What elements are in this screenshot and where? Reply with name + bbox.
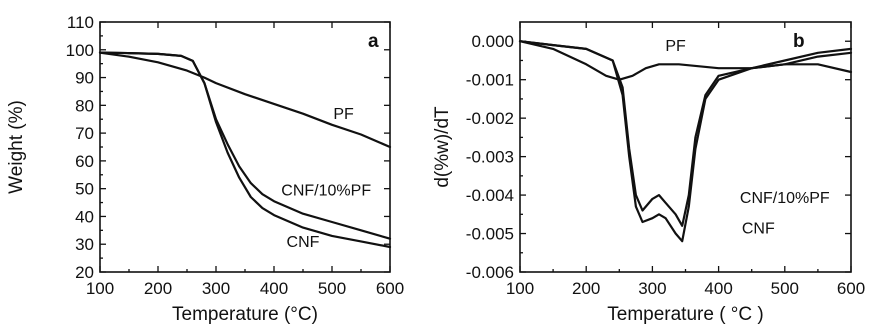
y-tick-label: -0.004 xyxy=(466,186,514,205)
x-tick-label: 100 xyxy=(506,279,534,298)
x-tick-label: 100 xyxy=(86,279,114,298)
panel-letter: a xyxy=(368,31,379,52)
panel-b-derivative-chart: 100 200 300 400 500 600 0.000 -0.001 -0.002 -0.00… xyxy=(432,21,865,325)
y-tick-label: 80 xyxy=(75,96,94,115)
y-tick-label: 20 xyxy=(75,263,94,282)
x-tick-label: 600 xyxy=(376,279,404,298)
y-tick-label: 110 xyxy=(67,13,94,32)
y-tick-label: -0.005 xyxy=(466,225,514,244)
series-line-cnf xyxy=(518,40,853,243)
y-axis-title: d(%w)/dT xyxy=(432,106,453,188)
annotation-cnf: CNF xyxy=(742,221,775,238)
y-tick-label: -0.006 xyxy=(466,263,514,282)
x-tick-label: 400 xyxy=(704,279,732,298)
y-tick-label: -0.002 xyxy=(466,109,514,128)
x-axis-title: Temperature (°C) xyxy=(172,304,318,325)
x-tick-label: 300 xyxy=(638,279,666,298)
annotation-pf: PF xyxy=(333,106,354,123)
x-tick-label: 200 xyxy=(572,279,600,298)
x-tick-label: 400 xyxy=(260,279,288,298)
annotation-cnf: CNF xyxy=(287,234,320,251)
y-tick-label: 40 xyxy=(75,207,94,226)
series-line-cnf xyxy=(98,51,392,249)
panel-a-weight-chart: 100 200 300 400 500 600 20 30 40 50 60 70 80 90 100 110… xyxy=(6,13,404,325)
y-tick-label: -0.001 xyxy=(466,71,514,90)
y-tick-label: 30 xyxy=(75,235,94,254)
y-axis-title: Weight (%) xyxy=(6,100,27,194)
x-tick-label: 200 xyxy=(144,279,172,298)
x-tick-label: 600 xyxy=(837,279,865,298)
x-tick-label: 300 xyxy=(202,279,230,298)
annotation-pf: PF xyxy=(665,38,686,55)
y-tick-label: 100 xyxy=(66,41,94,60)
y-tick-label: -0.003 xyxy=(466,148,514,167)
x-tick-label: 500 xyxy=(771,279,799,298)
y-tick-label: 70 xyxy=(75,124,94,143)
series-line-cnf-10-pf xyxy=(98,51,392,240)
annotation-cnf-10-pf: CNF/10%PF xyxy=(281,183,371,200)
y-tick-label: 90 xyxy=(75,69,94,88)
y-tick-label: 60 xyxy=(75,152,94,171)
x-tick-label: 500 xyxy=(318,279,346,298)
annotation-cnf-10-pf: CNF/10%PF xyxy=(740,190,830,207)
y-tick-label: 0.000 xyxy=(471,32,514,51)
series-line-pf xyxy=(98,51,392,149)
x-axis-title: Temperature ( °C ) xyxy=(607,304,763,325)
panel-letter: b xyxy=(793,31,805,52)
y-tick-label: 50 xyxy=(75,180,94,199)
